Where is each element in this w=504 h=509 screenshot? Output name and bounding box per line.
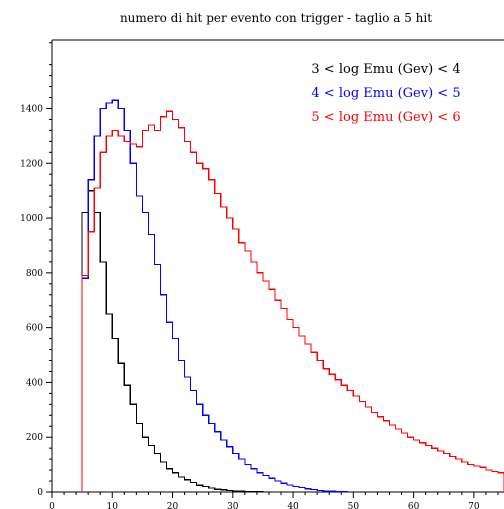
- series-line-2: [81, 99, 348, 493]
- x-tick-label: 20: [167, 502, 179, 509]
- x-tick-label: 70: [468, 502, 480, 509]
- y-tick-label: 800: [26, 269, 43, 279]
- x-axis-ticks: 0 10 20 30 40 50 60 70: [49, 492, 499, 509]
- legend-entry-2: 4 < log Emu (Gev) < 5: [311, 86, 460, 101]
- y-tick-label: 600: [26, 324, 43, 334]
- legend: 3 < log Emu (Gev) < 4 4 < log Emu (Gev) <…: [311, 62, 460, 125]
- x-tick-label: 40: [287, 502, 299, 509]
- x-tick-label: 30: [227, 502, 239, 509]
- x-tick-label: 10: [107, 502, 119, 509]
- x-tick-label: 60: [408, 502, 420, 509]
- y-tick-label: 200: [26, 433, 43, 443]
- y-tick-label: 400: [26, 378, 43, 388]
- y-tick-label: 1000: [20, 214, 43, 224]
- series-layer: [81, 99, 504, 493]
- y-axis-ticks: 0 200 400 600 800 1000 1200 1400: [20, 42, 52, 498]
- y-tick-label: 0: [37, 488, 43, 498]
- y-tick-label: 1200: [20, 159, 43, 169]
- legend-entry-3: 5 < log Emu (Gev) < 6: [311, 110, 460, 125]
- plot-area: [51, 39, 504, 493]
- x-tick-label: 50: [348, 502, 360, 509]
- x-tick-label: 0: [49, 502, 55, 509]
- chart-title: numero di hit per evento con trigger - t…: [120, 11, 432, 25]
- series-line-1: [81, 190, 264, 493]
- y-tick-label: 1400: [20, 104, 43, 114]
- series-line-3: [81, 110, 504, 493]
- legend-entry-1: 3 < log Emu (Gev) < 4: [311, 62, 460, 77]
